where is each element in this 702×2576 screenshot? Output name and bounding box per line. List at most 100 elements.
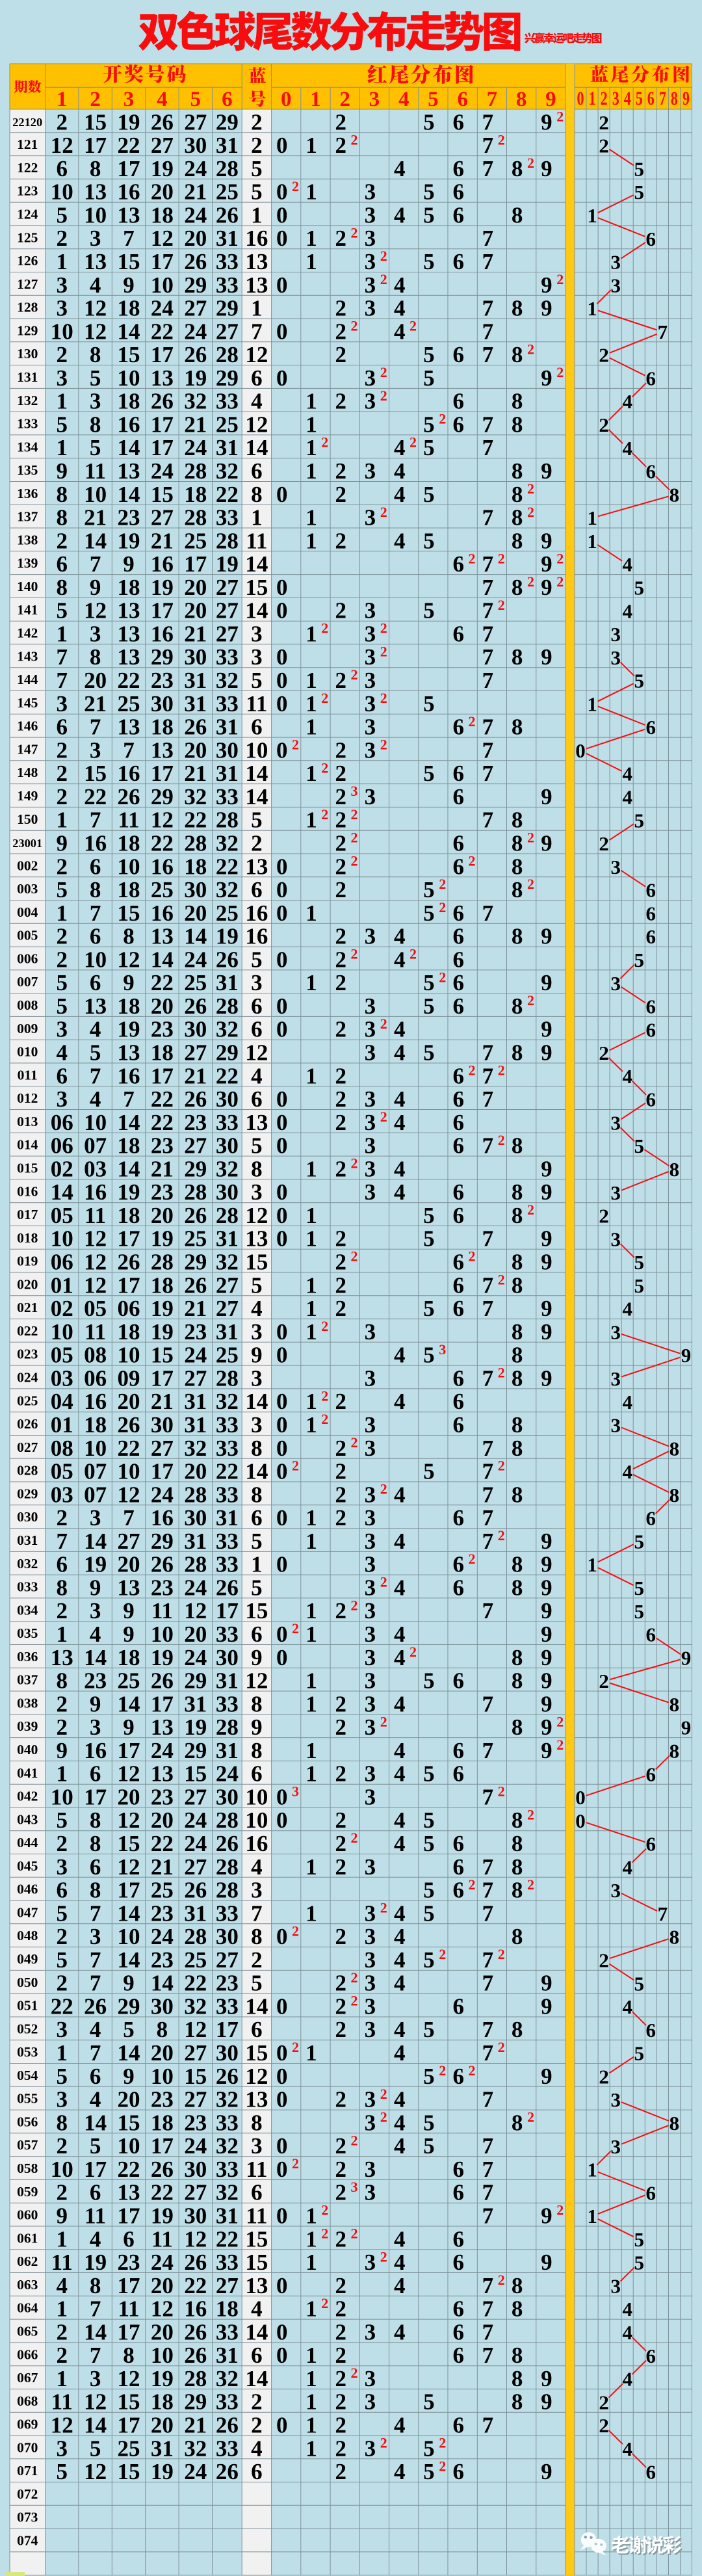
svg-text:8: 8 xyxy=(670,483,680,506)
svg-text:7: 7 xyxy=(482,505,494,531)
svg-text:22: 22 xyxy=(51,1994,73,2019)
svg-text:22: 22 xyxy=(151,1110,174,1135)
svg-text:11: 11 xyxy=(151,2226,173,2252)
svg-text:5: 5 xyxy=(56,1900,68,1926)
svg-text:24: 24 xyxy=(216,1761,239,1787)
svg-text:018: 018 xyxy=(17,1230,38,1246)
svg-text:22: 22 xyxy=(151,2180,174,2205)
svg-text:9: 9 xyxy=(541,365,552,391)
svg-text:073: 073 xyxy=(17,2510,38,2525)
svg-text:2: 2 xyxy=(498,2272,505,2288)
svg-text:9: 9 xyxy=(123,1622,135,1647)
svg-text:8: 8 xyxy=(251,1436,263,1461)
svg-text:12: 12 xyxy=(118,947,140,972)
svg-text:20: 20 xyxy=(184,737,207,763)
svg-text:2: 2 xyxy=(527,830,534,846)
svg-text:6: 6 xyxy=(90,1761,101,1787)
svg-text:2: 2 xyxy=(498,1272,505,1288)
svg-text:29: 29 xyxy=(184,2389,207,2415)
svg-text:2: 2 xyxy=(335,528,346,553)
svg-text:1: 1 xyxy=(306,2250,317,2275)
svg-text:11: 11 xyxy=(151,1598,173,1623)
svg-text:04: 04 xyxy=(51,1389,73,1414)
svg-text:2: 2 xyxy=(292,2155,299,2172)
svg-text:3: 3 xyxy=(90,622,101,647)
svg-text:23: 23 xyxy=(151,1785,174,1810)
svg-text:12: 12 xyxy=(151,808,174,833)
svg-text:3: 3 xyxy=(365,1412,376,1438)
svg-text:0: 0 xyxy=(276,1785,288,1810)
svg-text:1: 1 xyxy=(251,202,263,228)
svg-text:7: 7 xyxy=(482,1900,494,1926)
svg-text:4: 4 xyxy=(394,2459,406,2484)
svg-text:22: 22 xyxy=(216,2226,239,2252)
svg-text:8: 8 xyxy=(512,575,523,600)
svg-text:9: 9 xyxy=(545,88,556,111)
svg-text:26: 26 xyxy=(184,2343,207,2368)
svg-text:3: 3 xyxy=(610,1414,621,1437)
svg-text:16: 16 xyxy=(84,1179,107,1205)
svg-text:4: 4 xyxy=(394,1017,406,1042)
svg-text:12: 12 xyxy=(84,319,107,344)
svg-text:12: 12 xyxy=(184,2226,207,2252)
svg-text:6: 6 xyxy=(646,2019,656,2042)
svg-text:12: 12 xyxy=(245,342,268,367)
svg-text:6: 6 xyxy=(251,1505,263,1531)
svg-text:7: 7 xyxy=(482,2319,494,2345)
svg-text:8: 8 xyxy=(90,342,101,367)
svg-text:12: 12 xyxy=(118,1854,140,1880)
svg-text:0: 0 xyxy=(276,2133,288,2159)
svg-text:3: 3 xyxy=(610,646,621,669)
svg-text:6: 6 xyxy=(452,1389,464,1414)
svg-text:7: 7 xyxy=(123,1086,135,1112)
svg-text:4: 4 xyxy=(251,1063,263,1088)
svg-text:0: 0 xyxy=(276,2343,288,2368)
svg-text:0: 0 xyxy=(276,1017,288,1042)
svg-text:4: 4 xyxy=(394,1040,406,1066)
svg-text:2: 2 xyxy=(380,1900,387,1916)
svg-text:2: 2 xyxy=(351,666,358,683)
svg-text:051: 051 xyxy=(17,1998,38,2014)
svg-text:33: 33 xyxy=(216,1529,239,1554)
svg-text:15: 15 xyxy=(118,2389,140,2415)
svg-text:7: 7 xyxy=(482,1272,494,1298)
svg-text:33: 33 xyxy=(216,1691,239,1716)
svg-text:14: 14 xyxy=(245,1389,268,1414)
svg-text:7: 7 xyxy=(482,319,494,344)
svg-text:7: 7 xyxy=(251,1900,263,1926)
svg-text:29: 29 xyxy=(184,1738,207,1763)
svg-text:7: 7 xyxy=(482,1296,494,1321)
svg-text:3: 3 xyxy=(365,1156,376,1181)
svg-text:03: 03 xyxy=(84,1156,107,1181)
svg-text:012: 012 xyxy=(17,1090,38,1106)
svg-text:2: 2 xyxy=(380,2435,387,2451)
svg-text:12: 12 xyxy=(245,1040,268,1066)
svg-text:2: 2 xyxy=(351,946,358,962)
svg-text:3: 3 xyxy=(610,1879,621,1902)
svg-text:6: 6 xyxy=(646,1833,656,1856)
svg-text:17: 17 xyxy=(151,2133,174,2159)
svg-text:12: 12 xyxy=(118,2366,140,2391)
svg-text:2: 2 xyxy=(556,271,564,287)
svg-text:3: 3 xyxy=(365,993,376,1019)
svg-text:4: 4 xyxy=(622,1856,632,1878)
svg-text:2: 2 xyxy=(251,1947,263,1973)
svg-text:9: 9 xyxy=(541,1738,552,1763)
svg-text:31: 31 xyxy=(184,1389,207,1414)
svg-text:5: 5 xyxy=(634,2042,645,2065)
svg-text:6: 6 xyxy=(452,2157,464,2182)
svg-text:24: 24 xyxy=(151,1924,174,1949)
svg-text:4: 4 xyxy=(394,2087,406,2112)
svg-text:6: 6 xyxy=(56,156,68,181)
svg-text:7: 7 xyxy=(482,761,494,786)
svg-text:8: 8 xyxy=(512,1645,523,1670)
svg-text:0: 0 xyxy=(276,854,288,879)
svg-text:32: 32 xyxy=(216,1017,239,1042)
svg-text:21: 21 xyxy=(151,1389,174,1414)
svg-text:26: 26 xyxy=(184,342,207,367)
svg-text:4: 4 xyxy=(622,1065,632,1088)
svg-text:27: 27 xyxy=(118,1529,140,1554)
svg-text:6: 6 xyxy=(452,1272,464,1298)
svg-text:4: 4 xyxy=(394,156,406,181)
svg-text:2: 2 xyxy=(335,877,346,902)
